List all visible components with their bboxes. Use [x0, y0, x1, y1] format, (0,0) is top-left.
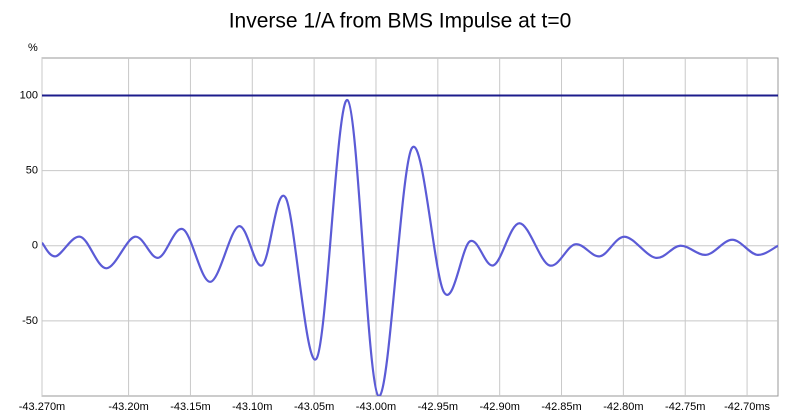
x-tick-label: -42.80m: [603, 401, 643, 413]
x-tick-label: -42.90m: [480, 401, 520, 413]
x-tick-label: -43.10m: [232, 401, 272, 413]
x-tick-label: -42.85m: [541, 401, 581, 413]
y-tick-label: -50: [22, 315, 38, 327]
x-tick-label: -43.00m: [356, 401, 396, 413]
y-tick-label: 0: [32, 240, 38, 252]
plot-area: [41, 57, 779, 397]
x-tick-label: -43.270m: [19, 401, 65, 413]
x-tick-label: -42.75m: [665, 401, 705, 413]
y-tick-label: 50: [26, 165, 38, 177]
x-tick-label: -42.70ms: [724, 401, 770, 413]
x-tick-label: -43.20m: [108, 401, 148, 413]
y-tick-label: 100: [20, 89, 38, 101]
x-tick-label: -43.15m: [170, 401, 210, 413]
x-tick-label: -42.95m: [418, 401, 458, 413]
y-axis-label: %: [28, 42, 38, 54]
x-tick-label: -43.05m: [294, 401, 334, 413]
chart-title: Inverse 1/A from BMS Impulse at t=0: [229, 10, 572, 33]
data-line: [42, 98, 778, 396]
